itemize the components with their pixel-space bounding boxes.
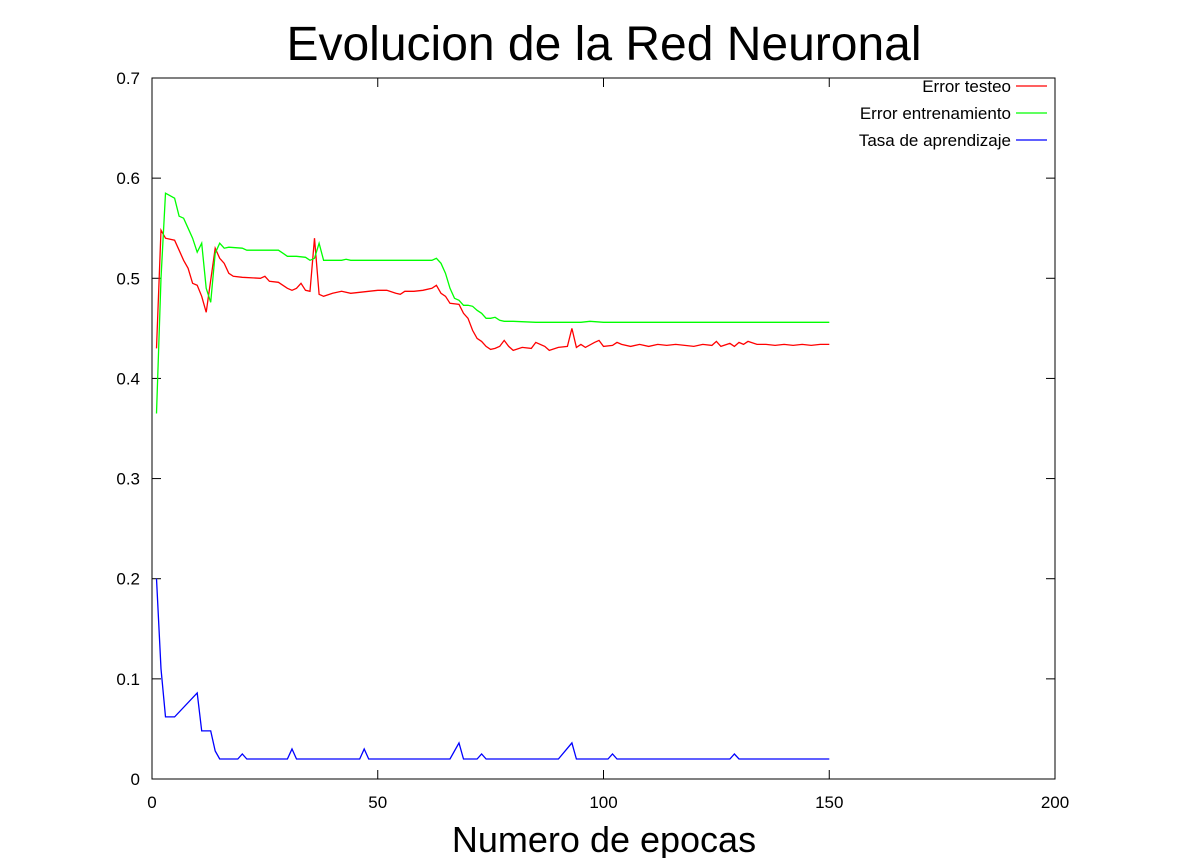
y-tick-label: 0	[131, 770, 140, 789]
y-tick-label: 0.4	[116, 369, 140, 388]
y-tick-label: 0.1	[116, 670, 140, 689]
x-axis-label: Numero de epocas	[452, 819, 756, 858]
x-tick-label: 200	[1041, 793, 1069, 812]
y-tick-label: 0.3	[116, 470, 140, 489]
y-tick-label: 0.2	[116, 570, 140, 589]
x-tick-label: 0	[147, 793, 156, 812]
series-line-error-testeo	[155, 227, 830, 352]
chart-title: Evolucion de la Red Neuronal	[286, 18, 921, 71]
y-tick-label: 0.6	[116, 169, 140, 188]
legend: Error testeo Error entrenamiento Tasa de a…	[859, 77, 1047, 150]
x-tick-label: 50	[368, 793, 387, 812]
series-line-tasa-de-aprendizaje	[155, 578, 830, 760]
y-tick-label: 0.5	[116, 269, 140, 288]
series-line-error-entrenamiento	[155, 192, 830, 414]
x-tick-label: 150	[815, 793, 843, 812]
legend-label: Error entrenamiento	[860, 104, 1011, 123]
series-lines	[155, 192, 830, 760]
legend-label: Tasa de aprendizaje	[859, 131, 1011, 150]
legend-label: Error testeo	[922, 77, 1011, 96]
y-tick-label: 0.7	[116, 69, 140, 88]
x-tick-label: 100	[589, 793, 617, 812]
axes: 0 50 100 150 200 0 0.1 0.2 0.3 0.4 0.5 0.6 0.7	[116, 69, 1069, 812]
